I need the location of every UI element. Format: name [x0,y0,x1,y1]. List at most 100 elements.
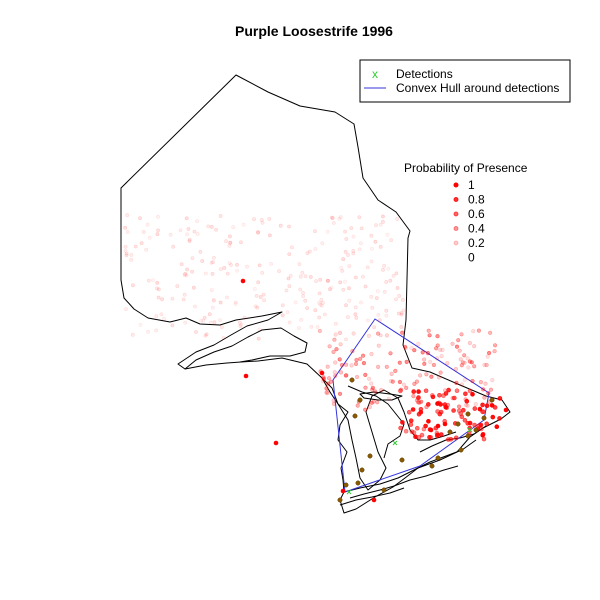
probability-point [331,349,336,355]
probability-point [257,327,262,332]
legend-detection-marker: x [372,67,378,81]
probability-point [483,381,488,386]
probability-point [353,305,358,310]
probability-point [478,380,484,385]
probability-point [297,326,301,331]
probability-point [351,248,356,253]
probability-point [178,228,183,233]
probability-point [240,278,246,284]
probability-point [341,287,346,292]
probability-point [375,400,380,405]
probability-point [357,247,362,252]
probability-point [375,289,380,294]
probability-point [202,315,207,320]
probability-point [155,232,160,237]
probability-point [388,351,393,356]
probability-point [329,215,334,220]
probability-point [379,387,384,393]
probability-point [344,237,349,241]
probability-point [327,344,332,349]
probability-point [467,388,473,394]
probability-point [408,418,414,424]
probability-point [488,330,493,335]
probability-point [333,360,338,365]
probability-point [256,230,261,235]
probability-point [401,382,407,387]
probability-point [345,315,350,320]
probability-point [480,402,485,408]
probability-point [373,239,378,244]
probability-point [333,321,338,326]
probability-point [450,341,455,346]
probability-point [397,379,403,385]
legend-probability: Probability of Presence 10.80.60.40.20 [404,161,528,265]
probability-point [159,312,164,317]
probability-point [207,312,212,317]
probability-point [317,291,322,296]
probability-point [175,284,180,289]
probability-point [324,386,329,391]
probability-point [147,235,152,240]
probability-point [280,313,285,318]
probability-point [321,375,326,380]
legend-probability-dot [454,256,458,260]
probability-point [497,416,502,421]
probability-point [503,407,509,413]
probability-point [318,328,323,334]
probability-point [354,315,359,320]
probability-point [389,371,394,377]
probability-point [319,370,325,376]
probability-point [497,396,503,401]
probability-point [190,269,195,274]
probability-point [228,240,233,245]
probability-point [231,225,236,230]
probability-point [262,298,267,303]
probability-point [218,214,223,218]
probability-point [203,333,208,338]
probability-point [237,320,242,325]
probability-point [332,337,337,342]
legend-probability-dot [453,182,459,188]
legend-probability-title: Probability of Presence [404,161,528,175]
probability-point [376,331,381,336]
probability-point [459,382,465,387]
probability-point [480,432,486,438]
probability-point [434,346,439,351]
probability-point [338,280,343,285]
probability-point [333,373,338,379]
probability-point [184,216,189,221]
probability-point [361,353,366,358]
probability-point [303,274,308,279]
probability-point [487,350,492,356]
probability-point [469,360,474,365]
probability-point [389,238,394,243]
probability-point [485,354,490,359]
probability-point [418,409,424,415]
probability-point [490,378,495,383]
probability-point [358,356,363,361]
probability-point [451,395,457,401]
probability-point [481,387,486,392]
probability-point [162,316,166,321]
probability-point [305,306,310,311]
observed-point [458,447,464,453]
probability-point [211,255,216,260]
probability-point [339,265,344,270]
probability-point [484,362,489,368]
probability-point [313,308,318,313]
probability-point [139,241,144,246]
probability-point [209,260,214,265]
probability-point [133,244,138,249]
probability-point [395,217,400,221]
probability-point [429,393,435,398]
probability-point [328,379,334,384]
probability-point [257,263,262,268]
probability-point [187,237,192,242]
observed-point [481,415,487,421]
probability-point [199,318,204,323]
probability-point [435,334,440,339]
probability-point [370,385,376,391]
probability-point [438,432,444,437]
probability-point [319,297,324,302]
probability-point [381,267,385,272]
